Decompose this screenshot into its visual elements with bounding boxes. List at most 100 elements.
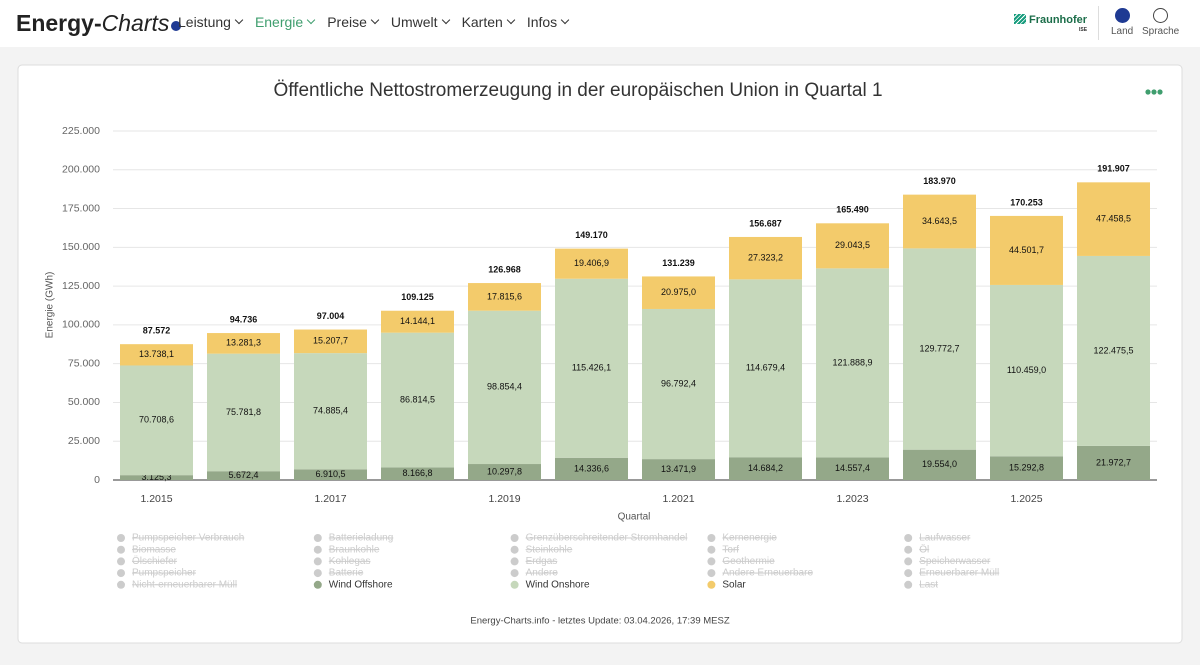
legend-item[interactable]: Ölschiefer (117, 555, 178, 567)
data-label: 86.814,5 (400, 394, 435, 404)
country-icon (1114, 8, 1130, 23)
data-label: 14.144,1 (400, 316, 435, 326)
data-label: 15.292,8 (1009, 463, 1044, 473)
legend-label: Wind Onshore (526, 579, 590, 590)
y-tick-label: 25.000 (68, 435, 100, 447)
total-label: 149.170 (575, 230, 608, 240)
brand-mark (1014, 14, 1026, 24)
legend-item[interactable]: Erneuerbarer Müll (904, 568, 999, 579)
legend-item[interactable]: Kernenergie (707, 533, 777, 544)
y-tick-label: 0 (94, 474, 100, 486)
legend-item[interactable]: Geothermie (707, 556, 775, 567)
bar-segment (555, 457, 628, 480)
legend-item[interactable]: Batterieladung (313, 533, 394, 544)
legend-item[interactable]: Erdgas (510, 556, 558, 567)
legend-label: Öl (919, 543, 929, 555)
bar-segment (207, 353, 280, 472)
nav-item[interactable]: Umwelt (391, 14, 449, 30)
legend-item[interactable]: Öl (904, 543, 929, 555)
bar-segment (990, 284, 1063, 457)
nav-item[interactable]: Infos (527, 14, 568, 30)
y-tick-label: 150.000 (62, 241, 100, 253)
nav-item[interactable]: Energie (255, 14, 314, 30)
legend-swatch (313, 534, 322, 542)
legend-swatch (510, 545, 519, 554)
legend-item[interactable]: Batterie (313, 568, 364, 579)
legend-item[interactable]: Steinkohle (510, 544, 573, 555)
legend-item[interactable]: Torf (707, 544, 739, 555)
menu-dot (1145, 89, 1151, 95)
separator (1098, 6, 1099, 40)
data-label: 29.043,5 (835, 240, 870, 250)
legend-label: Batterie (329, 568, 364, 579)
legend-swatch (707, 580, 716, 589)
legend-item[interactable]: Speicherwasser (904, 556, 991, 567)
bar-segment (816, 268, 889, 458)
data-label: 74.885,4 (313, 406, 348, 416)
data-label: 122.475,5 (1093, 345, 1133, 355)
total-label: 97.004 (317, 311, 345, 321)
data-label: 47.458,5 (1096, 214, 1131, 224)
legend-item[interactable]: Pumpspeicher (117, 568, 197, 579)
brand-sub: ISE (1079, 27, 1088, 33)
brand[interactable]: Fraunhofer ISE (1014, 14, 1087, 33)
legend-item[interactable]: Andere Erneuerbare (707, 568, 813, 579)
logo[interactable]: Energy-Charts (16, 10, 182, 37)
country-button[interactable]: Land (1111, 8, 1133, 37)
legend-item[interactable]: Braunkohle (313, 544, 380, 555)
legend-swatch (510, 580, 519, 589)
legend-item[interactable]: Nicht-erneuerbarer Müll (117, 579, 237, 590)
menu[interactable] (1145, 89, 1163, 95)
legend-item[interactable]: Wind Onshore (510, 579, 590, 590)
nav-item[interactable]: Karten (462, 14, 514, 30)
legend-item[interactable]: Solar (707, 579, 746, 590)
logo-italic: Charts (101, 10, 170, 36)
legend-item[interactable]: Andere (510, 568, 559, 579)
legend-swatch (510, 534, 519, 542)
bar-segment (468, 283, 541, 311)
country-label: Land (1111, 26, 1134, 37)
legend-item[interactable]: Wind Offshore (313, 579, 393, 590)
legend-swatch (904, 545, 913, 554)
legend-item[interactable]: Grenzüberschreitender Stromhandel (510, 533, 688, 544)
data-label: 110.459,0 (1007, 365, 1046, 375)
x-axis-label: Quartal (618, 512, 651, 523)
data-label: 21.972,7 (1096, 457, 1131, 467)
data-label: 10.297,8 (487, 466, 522, 476)
legend-swatch (707, 557, 716, 566)
x-tick-label: 1.2023 (836, 493, 868, 505)
data-label: 17.815,6 (487, 291, 522, 301)
legend-swatch (904, 569, 913, 578)
nav-item[interactable]: Preise (327, 14, 378, 30)
legend-item[interactable]: Pumpspeicher Verbrauch (117, 533, 244, 544)
total-label: 191.907 (1097, 164, 1130, 174)
legend-label: Torf (722, 544, 739, 555)
legend-item[interactable]: Biomasse (117, 544, 176, 555)
legend-item[interactable]: Laufwasser (904, 533, 971, 544)
bar-segment (729, 279, 802, 458)
data-label: 13.738,1 (139, 349, 174, 359)
legend-item[interactable]: Last (904, 579, 938, 590)
legend-label: Batterieladung (329, 533, 394, 544)
footer: Energy-Charts.info - letztes Update: 03.… (470, 616, 729, 627)
total-label: 165.490 (836, 205, 869, 215)
legend-label: Nicht-erneuerbarer Müll (132, 579, 237, 590)
data-label: 5.672,4 (228, 470, 258, 480)
legend-label: Pumpspeicher Verbrauch (132, 533, 244, 544)
y-tick-label: 200.000 (62, 164, 100, 176)
legend-item[interactable]: Kohlegas (313, 556, 371, 567)
data-label: 115.426,1 (572, 363, 611, 373)
legend-label: Grenzüberschreitender Stromhandel (526, 533, 688, 544)
bar-segment (294, 329, 367, 354)
nav-item[interactable]: Leistung (178, 14, 242, 30)
legend-label: Wind Offshore (329, 579, 393, 590)
legend-label: Geothermie (722, 556, 775, 567)
language-button[interactable]: Sprache (1142, 8, 1179, 37)
data-label: 27.323,2 (748, 253, 783, 263)
bar-segment (642, 459, 715, 480)
bar-segment (990, 456, 1063, 480)
total-label: 109.125 (401, 292, 434, 302)
legend-swatch (904, 557, 913, 566)
legend-label: Kohlegas (329, 556, 371, 567)
